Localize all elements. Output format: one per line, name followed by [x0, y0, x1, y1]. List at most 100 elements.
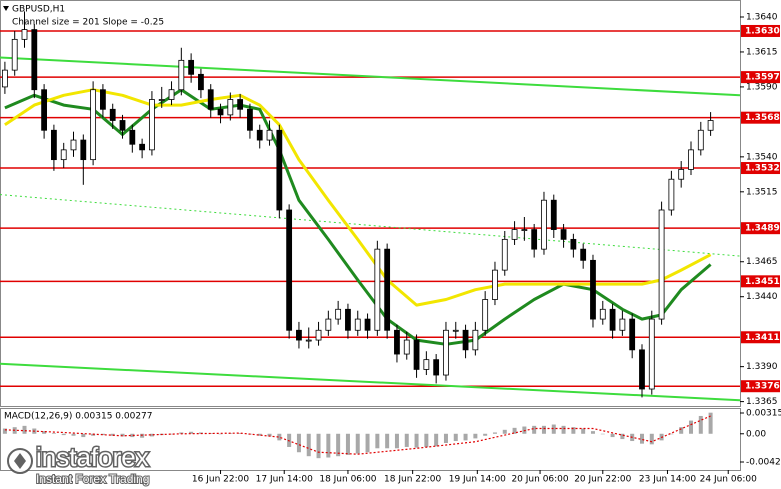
macd-bar — [91, 433, 96, 436]
candle-body — [629, 318, 636, 351]
watermark: instaforex Instant Forex Trading — [7, 440, 150, 487]
symbol-menu-arrow — [3, 6, 9, 11]
candle-body — [658, 209, 665, 320]
plot-layer: 1.3640 1.3615 1.3590 1.3540 1.3515 1.3465 1.34… — [0, 11, 781, 485]
macd-y-tick-label: 0.00315 — [746, 409, 781, 419]
channel-line — [0, 362, 741, 402]
macd-bar — [140, 433, 145, 438]
candle-body — [296, 329, 302, 341]
candle-body — [276, 129, 283, 211]
x-tick-label: 20 Jun 22:00 — [574, 475, 631, 485]
macd-bar — [345, 433, 350, 455]
candle-body — [305, 339, 312, 342]
y-tick-label: 1.3590 — [746, 82, 778, 92]
macd-bar — [698, 415, 703, 434]
candle-body — [462, 329, 469, 351]
candle-body — [472, 329, 479, 351]
watermark-logo-mark — [14, 453, 26, 469]
candle-body — [374, 248, 381, 331]
macd-bar — [453, 433, 458, 442]
y-tick-label: 1.3390 — [746, 362, 778, 372]
macd-bar — [571, 427, 576, 434]
candle-body — [207, 89, 214, 110]
level-label-box — [741, 275, 780, 288]
macd-bar — [541, 425, 546, 434]
macd-bar — [100, 433, 105, 436]
candle-body — [31, 29, 38, 91]
macd-bar — [443, 433, 448, 444]
candle-body — [70, 139, 77, 151]
macd-bar — [169, 433, 174, 435]
macd-signal — [4, 415, 711, 455]
candle-body — [21, 29, 28, 40]
level-label-box — [741, 222, 780, 235]
candle-body — [541, 199, 547, 250]
y-tick-label: 1.3540 — [746, 152, 778, 162]
macd-bar — [365, 433, 370, 453]
candle-body — [188, 59, 195, 75]
macd-y-tick-label: 0.00 — [746, 429, 766, 439]
macd-bar — [22, 425, 27, 434]
candle-body — [570, 238, 577, 250]
macd-bar — [434, 433, 439, 447]
macd-bar — [326, 433, 331, 458]
macd-bar — [581, 428, 586, 434]
candle-body — [198, 73, 204, 91]
candle-body — [688, 149, 694, 170]
candle-body — [609, 308, 616, 331]
candle-body — [325, 318, 332, 331]
candle-body — [550, 199, 557, 230]
candle-body — [403, 339, 410, 355]
macd-bar — [306, 433, 311, 457]
macd-bar — [394, 433, 399, 449]
macd-bar — [81, 433, 86, 438]
level-label-box — [741, 71, 780, 84]
candle-body — [619, 318, 626, 331]
candle-body — [433, 359, 440, 376]
macd-bar — [679, 427, 684, 434]
candle-body — [2, 69, 8, 88]
macd-bar — [71, 433, 76, 436]
candle-body — [394, 329, 400, 355]
candle-body — [443, 329, 449, 376]
candle-body — [560, 229, 567, 240]
candle-body — [492, 269, 498, 300]
candle-body — [178, 59, 185, 91]
macd-bar — [532, 425, 537, 434]
macd-bar — [424, 433, 429, 447]
macd-y-tick-label: -0.00428 — [746, 458, 781, 468]
candle-body — [139, 143, 146, 151]
candle-body — [335, 308, 342, 320]
candle-body — [247, 108, 253, 131]
macd-bar — [639, 433, 644, 444]
macd-bar — [669, 433, 674, 435]
macd-bar — [296, 433, 301, 453]
x-tick-label: 18 Jun 22:00 — [384, 475, 441, 485]
macd-bar — [610, 433, 615, 438]
candle-body — [90, 89, 97, 161]
candle-body — [697, 129, 704, 151]
candle-body — [149, 99, 155, 151]
macd-bar — [502, 429, 507, 434]
macd-bar — [414, 433, 419, 448]
macd-bar — [149, 433, 154, 437]
y-tick-label: 1.3465 — [746, 257, 778, 267]
candle-body — [364, 318, 371, 331]
y-tick-label: 1.3440 — [746, 292, 778, 302]
macd-bar — [551, 424, 556, 434]
x-tick-label: 24 Jun 06:00 — [700, 475, 757, 485]
candle-body — [707, 120, 714, 131]
level-label-box — [741, 380, 780, 393]
candle-body — [217, 108, 224, 116]
macd-bar — [492, 432, 497, 434]
candle-body — [60, 149, 67, 161]
macd-bar — [120, 433, 125, 437]
macd-bar — [130, 433, 135, 438]
macd-bar — [620, 433, 625, 440]
moving-average — [4, 88, 712, 307]
candle-body — [580, 248, 587, 261]
candle-body — [109, 108, 116, 121]
level-label: 1.3597 — [745, 73, 780, 83]
macd-bar — [51, 433, 56, 434]
macd-bar — [483, 433, 488, 436]
